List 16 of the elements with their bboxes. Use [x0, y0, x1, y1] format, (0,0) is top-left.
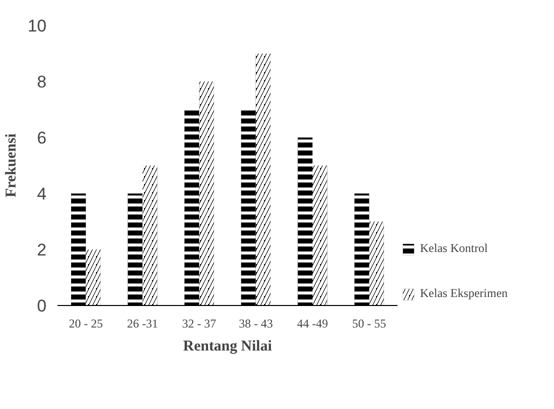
- y-tick-label: 8: [37, 72, 47, 92]
- y-tick-label: 2: [37, 240, 47, 260]
- x-tick-label: 26 -31: [127, 316, 158, 330]
- y-axis-title: Frekuensi: [4, 134, 20, 198]
- x-tick-label: 50 - 55: [352, 316, 386, 330]
- x-tick-label: 20 - 25: [68, 316, 103, 330]
- x-axis-title: Rentang Nilai: [183, 338, 272, 354]
- y-tick-label: 6: [37, 128, 47, 148]
- legend-label: Kelas Kontrol: [420, 241, 489, 256]
- x-tick-label: 44 -49: [297, 316, 328, 330]
- y-tick-label: 10: [28, 16, 47, 36]
- y-tick-label: 4: [37, 184, 47, 204]
- x-tick-label: 32 - 37: [182, 316, 216, 330]
- y-tick-label: 0: [37, 296, 47, 316]
- x-tick-label: 38 - 43: [238, 316, 273, 330]
- legend-label: Kelas Eksperimen: [420, 286, 508, 301]
